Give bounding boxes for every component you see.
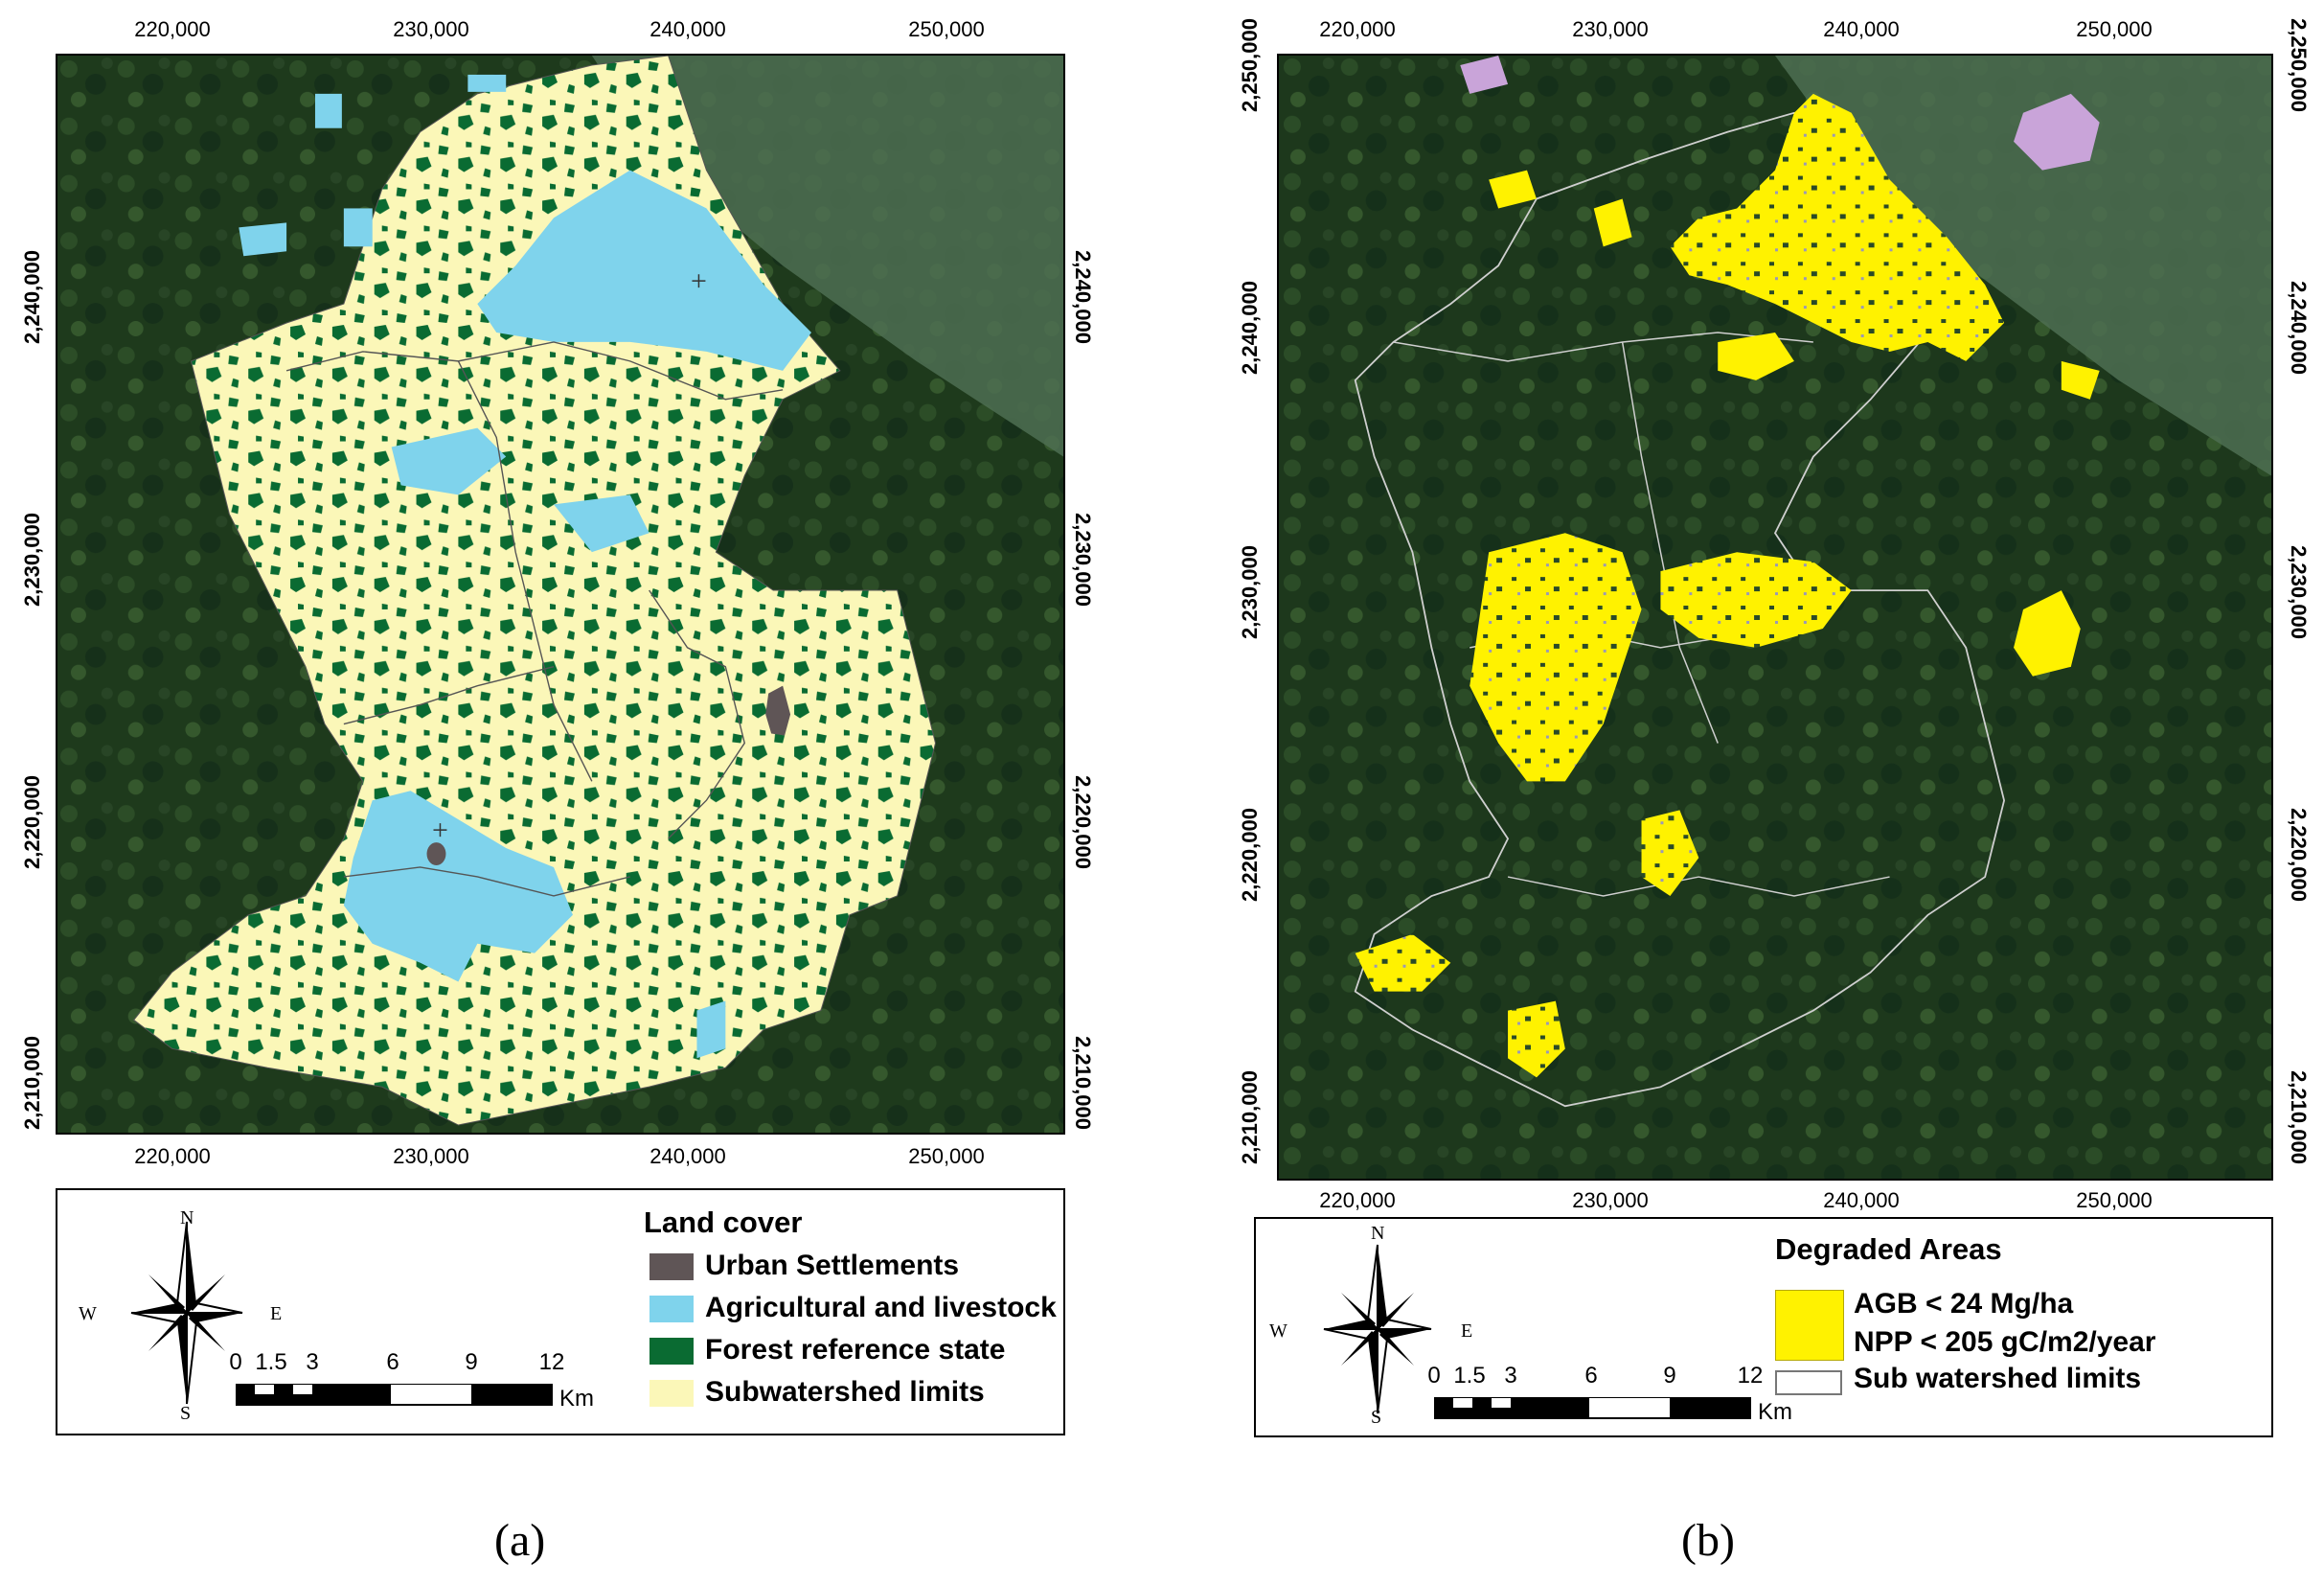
panel-b: 220,000 230,000 240,000 250,000 2,250,00… [1162, 0, 2324, 1584]
y-tick-right: 2,210,000 [2287, 1070, 2311, 1164]
swatch-sub-watershed [1775, 1370, 1842, 1395]
scale-label: 0 [1427, 1363, 1441, 1389]
x-tick-top: 230,000 [393, 17, 469, 41]
compass-w: W [1269, 1320, 1287, 1342]
land-cover-map [56, 54, 1065, 1135]
subwatershed-outline [1354, 111, 2006, 1108]
scale-label: 9 [465, 1349, 478, 1375]
degraded-areas-map [1277, 54, 2273, 1181]
panel-a: 220,000 230,000 240,000 250,000 2,240,00… [20, 17, 1095, 1566]
y-tick-left: 2,220,000 [1238, 808, 1262, 902]
north-arrow-icon [130, 1221, 243, 1405]
x-tick-bottom: 240,000 [649, 1144, 726, 1168]
legend-item-agb: AGB < 24 Mg/ha [1854, 1288, 2074, 1320]
y-tick-left: 2,210,000 [20, 1036, 44, 1130]
y-tick-left: 2,240,000 [1238, 281, 1262, 375]
y-tick-right: 2,210,000 [1071, 1036, 1095, 1130]
compass-e: E [1461, 1320, 1473, 1342]
y-tick-left: 2,240,000 [20, 250, 44, 344]
y-tick-left: 2,230,000 [20, 513, 44, 607]
scale-label: 9 [1663, 1363, 1676, 1389]
legend-title: Degraded Areas [1775, 1232, 2002, 1266]
x-tick-top: 230,000 [1572, 17, 1649, 41]
x-tick-top: 250,000 [2076, 17, 2153, 41]
scale-label: 12 [1737, 1363, 1764, 1389]
scale-unit: Km [1758, 1399, 1792, 1425]
scale-label: 1.5 [255, 1349, 287, 1375]
legend-item-npp: NPP < 205 gC/m2/year [1854, 1326, 2156, 1358]
y-tick-right: 2,240,000 [2287, 281, 2311, 375]
scale-label: 6 [386, 1349, 399, 1375]
compass-s: S [1371, 1407, 1382, 1428]
compass-n: N [180, 1207, 194, 1228]
scale-label: 12 [538, 1349, 565, 1375]
x-tick-bottom: 250,000 [2076, 1188, 2153, 1212]
scale-unit: Km [559, 1386, 594, 1412]
legend-title: Land cover [644, 1205, 803, 1239]
x-tick-top: 250,000 [908, 17, 985, 41]
x-tick-top: 240,000 [1823, 17, 1900, 41]
y-tick-right: 2,230,000 [1071, 513, 1095, 607]
x-tick-bottom: 220,000 [134, 1144, 211, 1168]
x-tick-top: 220,000 [1319, 17, 1396, 41]
x-tick-bottom: 220,000 [1319, 1188, 1396, 1212]
panel-label-a: (a) [494, 1515, 546, 1566]
legend-box: N S W E 0 1.5 3 6 9 12 Km Land cover Urb… [56, 1188, 1065, 1435]
scale-label: 0 [229, 1349, 242, 1375]
compass-n: N [1371, 1223, 1385, 1244]
swatch-forest [649, 1338, 694, 1365]
compass-e: E [270, 1303, 283, 1324]
x-tick-top: 220,000 [134, 17, 211, 41]
swatch-agricultural [649, 1296, 694, 1322]
legend-item-urban: Urban Settlements [705, 1250, 960, 1281]
y-tick-right: 2,220,000 [2287, 808, 2311, 902]
legend-item-sub-watershed: Sub watershed limits [1854, 1363, 2142, 1394]
compass-w: W [79, 1303, 97, 1324]
x-tick-bottom: 250,000 [908, 1144, 985, 1168]
scale-label: 6 [1584, 1363, 1598, 1389]
y-tick-left: 2,220,000 [20, 775, 44, 869]
x-tick-bottom: 240,000 [1823, 1188, 1900, 1212]
x-tick-bottom: 230,000 [1572, 1188, 1649, 1212]
legend-item-agricultural: Agricultural and livestock [705, 1292, 1057, 1323]
y-tick-left: 2,230,000 [1238, 545, 1262, 639]
y-tick-right: 2,220,000 [1071, 775, 1095, 869]
y-tick-right: 2,250,000 [2287, 18, 2311, 112]
scale-label: 3 [306, 1349, 319, 1375]
y-tick-left: 2,250,000 [1238, 18, 1262, 112]
legend-box: N S W E 0 1.5 3 6 9 12 Km Degraded Areas… [1254, 1217, 2273, 1437]
scale-bar [1434, 1397, 1751, 1419]
y-tick-right: 2,230,000 [2287, 545, 2311, 639]
swatch-urban [649, 1253, 694, 1280]
x-tick-top: 240,000 [649, 17, 726, 41]
scale-label: 1.5 [1453, 1363, 1486, 1389]
land-cover-map-canvas [57, 56, 1063, 1133]
compass-s: S [180, 1403, 192, 1424]
swatch-degraded [1775, 1290, 1844, 1361]
degraded-areas-map-canvas [1279, 56, 2271, 1179]
north-arrow-icon [1323, 1244, 1432, 1414]
y-tick-left: 2,210,000 [1238, 1070, 1262, 1164]
panel-label-b: (b) [1681, 1515, 1735, 1566]
scale-bar [236, 1384, 553, 1406]
legend-item-subwatershed: Subwatershed limits [705, 1376, 985, 1408]
x-tick-bottom: 230,000 [393, 1144, 469, 1168]
legend-item-forest: Forest reference state [705, 1334, 1006, 1366]
scale-label: 3 [1504, 1363, 1517, 1389]
swatch-subwatershed [649, 1380, 694, 1407]
y-tick-right: 2,240,000 [1071, 250, 1095, 344]
